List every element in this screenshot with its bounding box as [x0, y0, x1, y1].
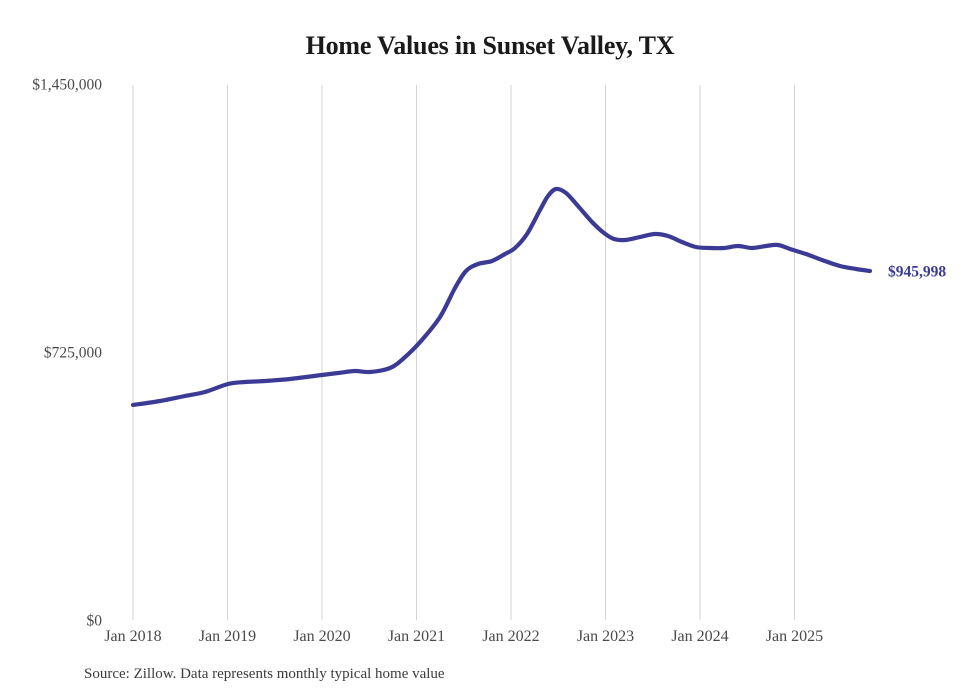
x-axis-tick-label: Jan 2021: [388, 628, 445, 645]
x-axis-tick-label: Jan 2020: [293, 628, 350, 645]
x-axis-tick-label: Jan 2022: [482, 628, 539, 645]
x-axis-tick-label: Jan 2025: [766, 628, 823, 645]
x-axis-tick-label: Jan 2023: [577, 628, 634, 645]
chart-title: Home Values in Sunset Valley, TX: [305, 31, 675, 60]
y-axis-tick-label: $1,450,000: [32, 77, 102, 94]
x-axis-tick-label: Jan 2019: [199, 628, 256, 645]
y-axis-tick-label: $725,000: [44, 345, 102, 362]
gridlines: [132, 85, 796, 620]
x-axis-tick-label: Jan 2024: [671, 628, 728, 645]
y-axis-tick-labels: $1,450,000 $725,000 $0: [32, 77, 102, 630]
chart-source-footnote: Source: Zillow. Data represents monthly …: [84, 666, 445, 682]
x-axis-tick-labels: Jan 2018 Jan 2019 Jan 2020 Jan 2021 Jan 2022…: [104, 628, 823, 645]
y-axis-tick-label: $0: [87, 613, 103, 630]
home-value-line-series: [130, 186, 873, 408]
endpoint-value-label: $945,998: [888, 264, 946, 281]
x-axis-tick-label: Jan 2018: [104, 628, 161, 645]
